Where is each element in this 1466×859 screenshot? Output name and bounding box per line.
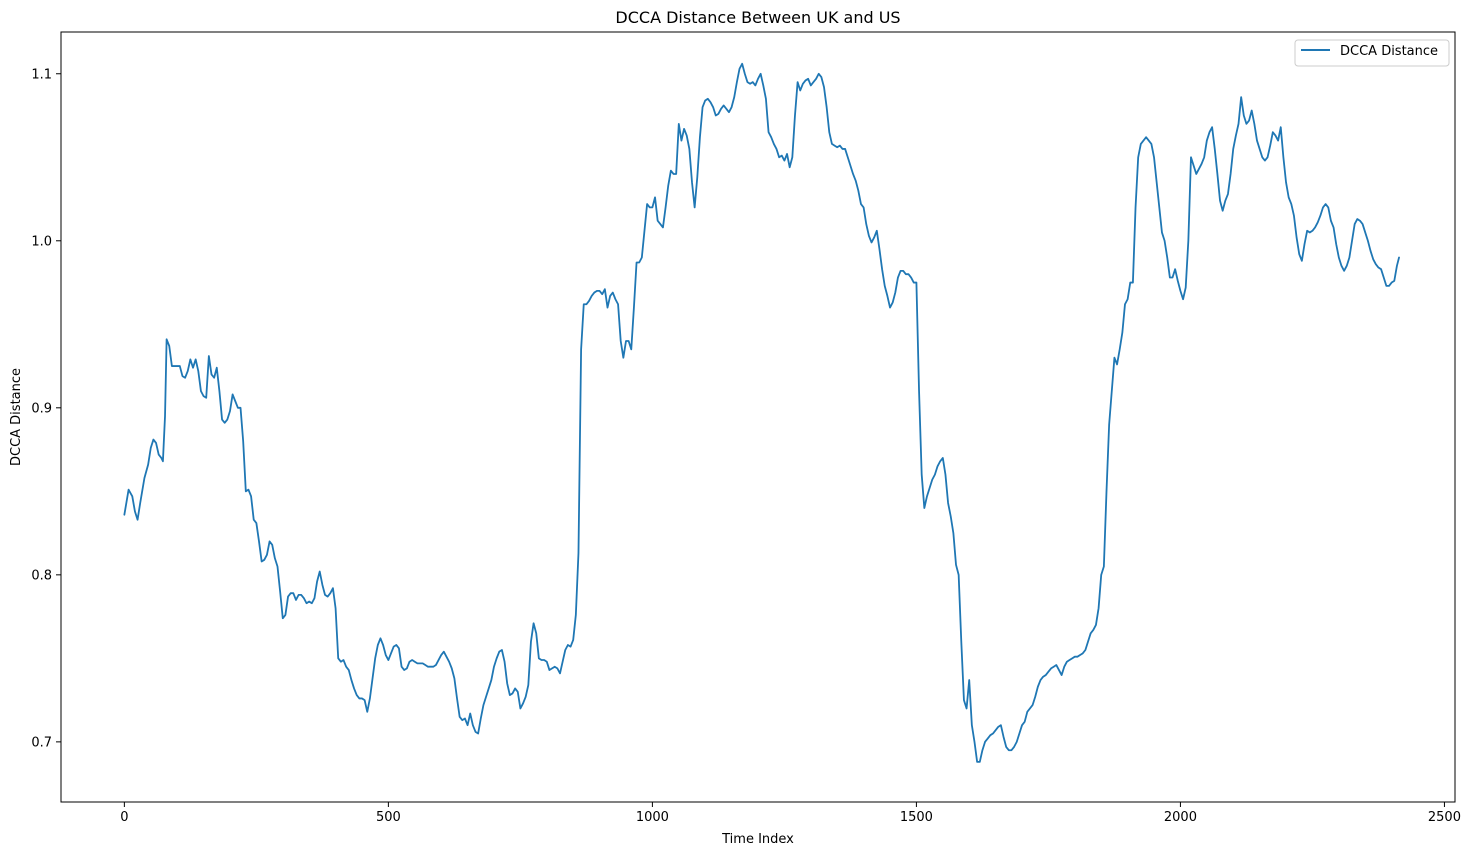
chart-title: DCCA Distance Between UK and US	[615, 8, 900, 27]
legend: DCCA Distance	[1294, 39, 1450, 67]
x-tick-label: 0	[120, 810, 128, 825]
y-tick-label: 0.8	[31, 568, 52, 583]
plot-area-frame	[60, 31, 1456, 803]
x-tick-label: 1000	[636, 810, 669, 825]
y-tick-label: 0.9	[31, 401, 52, 416]
x-axis-label: Time Index	[721, 832, 794, 847]
y-axis-label: DCCA Distance	[9, 368, 24, 466]
x-tick-label: 1500	[900, 810, 933, 825]
y-tick-label: 1.0	[31, 234, 52, 249]
y-tick-label: 0.7	[31, 735, 52, 750]
y-tick-label: 1.1	[31, 67, 52, 82]
legend-entry-dcca-distance: DCCA Distance	[1340, 44, 1438, 59]
y-axis-ticks: 0.7 0.8 0.9 1.0 1.1	[31, 67, 61, 750]
x-axis-ticks: 0 500 1000 1500 2000 2500	[120, 802, 1461, 825]
x-tick-label: 500	[376, 810, 401, 825]
x-tick-label: 2000	[1164, 810, 1197, 825]
series-line-dcca-distance	[123, 62, 1400, 763]
legend-box	[1294, 39, 1450, 67]
series-layer	[123, 62, 1400, 763]
x-tick-label: 2500	[1428, 810, 1461, 825]
